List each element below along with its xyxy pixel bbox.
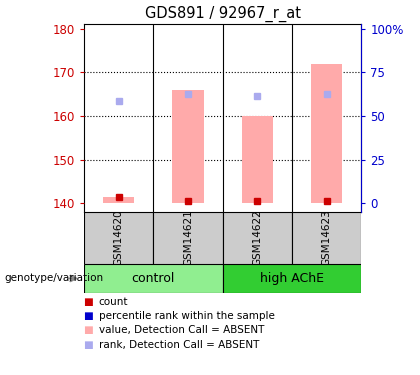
Text: GSM14623: GSM14623	[322, 210, 331, 267]
Text: ■: ■	[83, 311, 93, 321]
Text: genotype/variation: genotype/variation	[4, 273, 103, 284]
Bar	[103, 196, 134, 203]
Bar	[223, 264, 361, 292]
Text: GSM14622: GSM14622	[252, 210, 262, 267]
Text: ■: ■	[83, 340, 93, 350]
Text: GSM14621: GSM14621	[183, 210, 193, 267]
Bar	[241, 116, 273, 203]
Text: count: count	[99, 297, 128, 307]
Text: control: control	[131, 272, 175, 285]
Text: value, Detection Call = ABSENT: value, Detection Call = ABSENT	[99, 326, 264, 335]
Text: GSM14620: GSM14620	[114, 210, 123, 266]
Bar	[292, 212, 361, 264]
Text: ■: ■	[83, 297, 93, 307]
Title: GDS891 / 92967_r_at: GDS891 / 92967_r_at	[144, 5, 301, 22]
Bar	[84, 264, 223, 292]
Bar	[84, 212, 153, 264]
Bar	[172, 90, 204, 203]
Text: high AChE: high AChE	[260, 272, 324, 285]
Bar	[153, 212, 223, 264]
Bar	[311, 64, 342, 203]
Text: rank, Detection Call = ABSENT: rank, Detection Call = ABSENT	[99, 340, 259, 350]
Text: percentile rank within the sample: percentile rank within the sample	[99, 311, 275, 321]
Bar	[223, 212, 292, 264]
Text: ■: ■	[83, 326, 93, 335]
